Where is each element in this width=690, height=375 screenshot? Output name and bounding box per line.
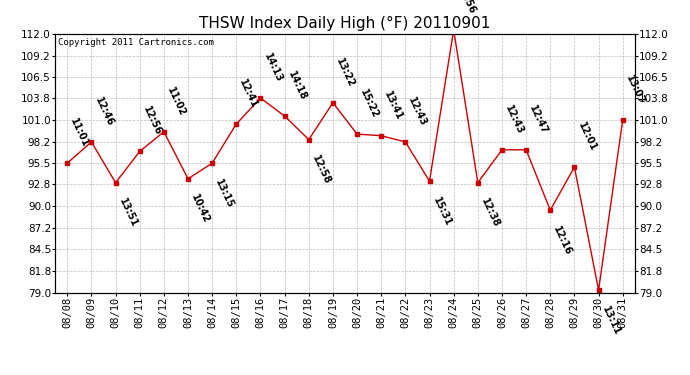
Text: 12:46: 12:46 xyxy=(92,96,115,128)
Text: 12:56: 12:56 xyxy=(455,0,477,16)
Text: 15:22: 15:22 xyxy=(358,88,380,120)
Text: 13:22: 13:22 xyxy=(334,56,356,88)
Text: Copyright 2011 Cartronics.com: Copyright 2011 Cartronics.com xyxy=(58,38,214,46)
Text: 12:47: 12:47 xyxy=(527,104,549,136)
Text: 13:07: 13:07 xyxy=(624,74,646,106)
Text: 12:16: 12:16 xyxy=(551,224,573,256)
Text: 12:41: 12:41 xyxy=(237,78,259,110)
Text: 13:41: 13:41 xyxy=(382,89,404,122)
Text: 11:02: 11:02 xyxy=(165,86,187,118)
Text: 12:56: 12:56 xyxy=(141,105,163,137)
Text: 13:11: 13:11 xyxy=(600,304,622,337)
Text: 14:18: 14:18 xyxy=(286,69,308,102)
Text: 12:38: 12:38 xyxy=(479,197,501,229)
Text: 13:15: 13:15 xyxy=(213,177,235,210)
Text: 12:43: 12:43 xyxy=(406,96,428,128)
Text: 12:43: 12:43 xyxy=(503,104,525,136)
Text: 14:13: 14:13 xyxy=(262,52,284,84)
Title: THSW Index Daily High (°F) 20110901: THSW Index Daily High (°F) 20110901 xyxy=(199,16,491,31)
Text: 12:58: 12:58 xyxy=(310,154,332,186)
Text: 12:01: 12:01 xyxy=(575,121,598,153)
Text: 13:51: 13:51 xyxy=(117,197,139,229)
Text: 15:31: 15:31 xyxy=(431,195,453,228)
Text: 10:42: 10:42 xyxy=(189,193,211,225)
Text: 11:01: 11:01 xyxy=(68,117,90,149)
